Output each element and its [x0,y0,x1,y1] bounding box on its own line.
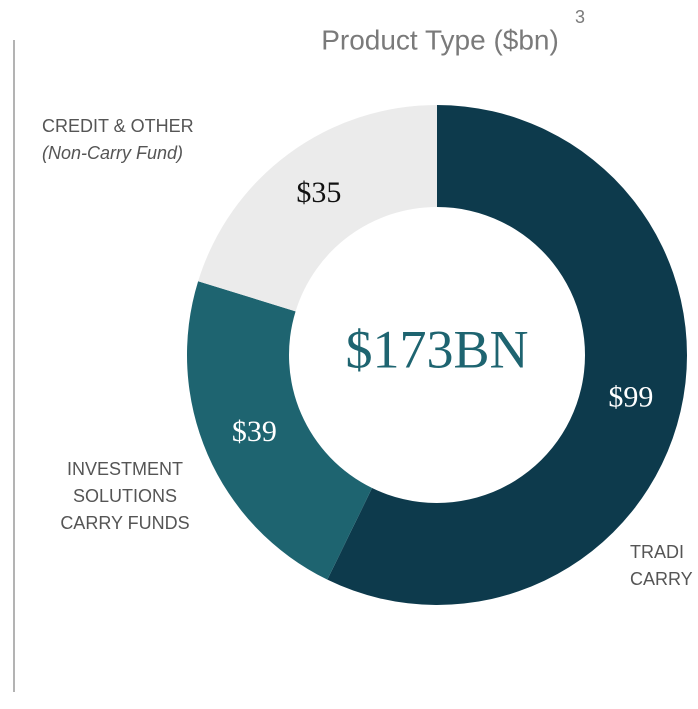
category-label: CARRY [630,569,693,589]
category-label: (Non-Carry Fund) [42,143,183,163]
value-label: $99 [608,381,653,414]
category-label: CARRY FUNDS [60,513,189,533]
title-superscript: 3 [575,7,585,27]
donut-segment [327,105,688,605]
center-label: $173BN [345,319,528,379]
donut-segment [198,105,437,312]
value-label: $39 [232,415,277,448]
category-label: INVESTMENT [67,459,183,479]
chart-title: Product Type ($bn) [321,24,559,55]
value-label: $35 [296,176,341,209]
donut-segment [187,281,373,580]
category-label: TRADI [630,542,684,562]
category-label: CREDIT & OTHER [42,116,194,136]
category-label: SOLUTIONS [73,486,177,506]
